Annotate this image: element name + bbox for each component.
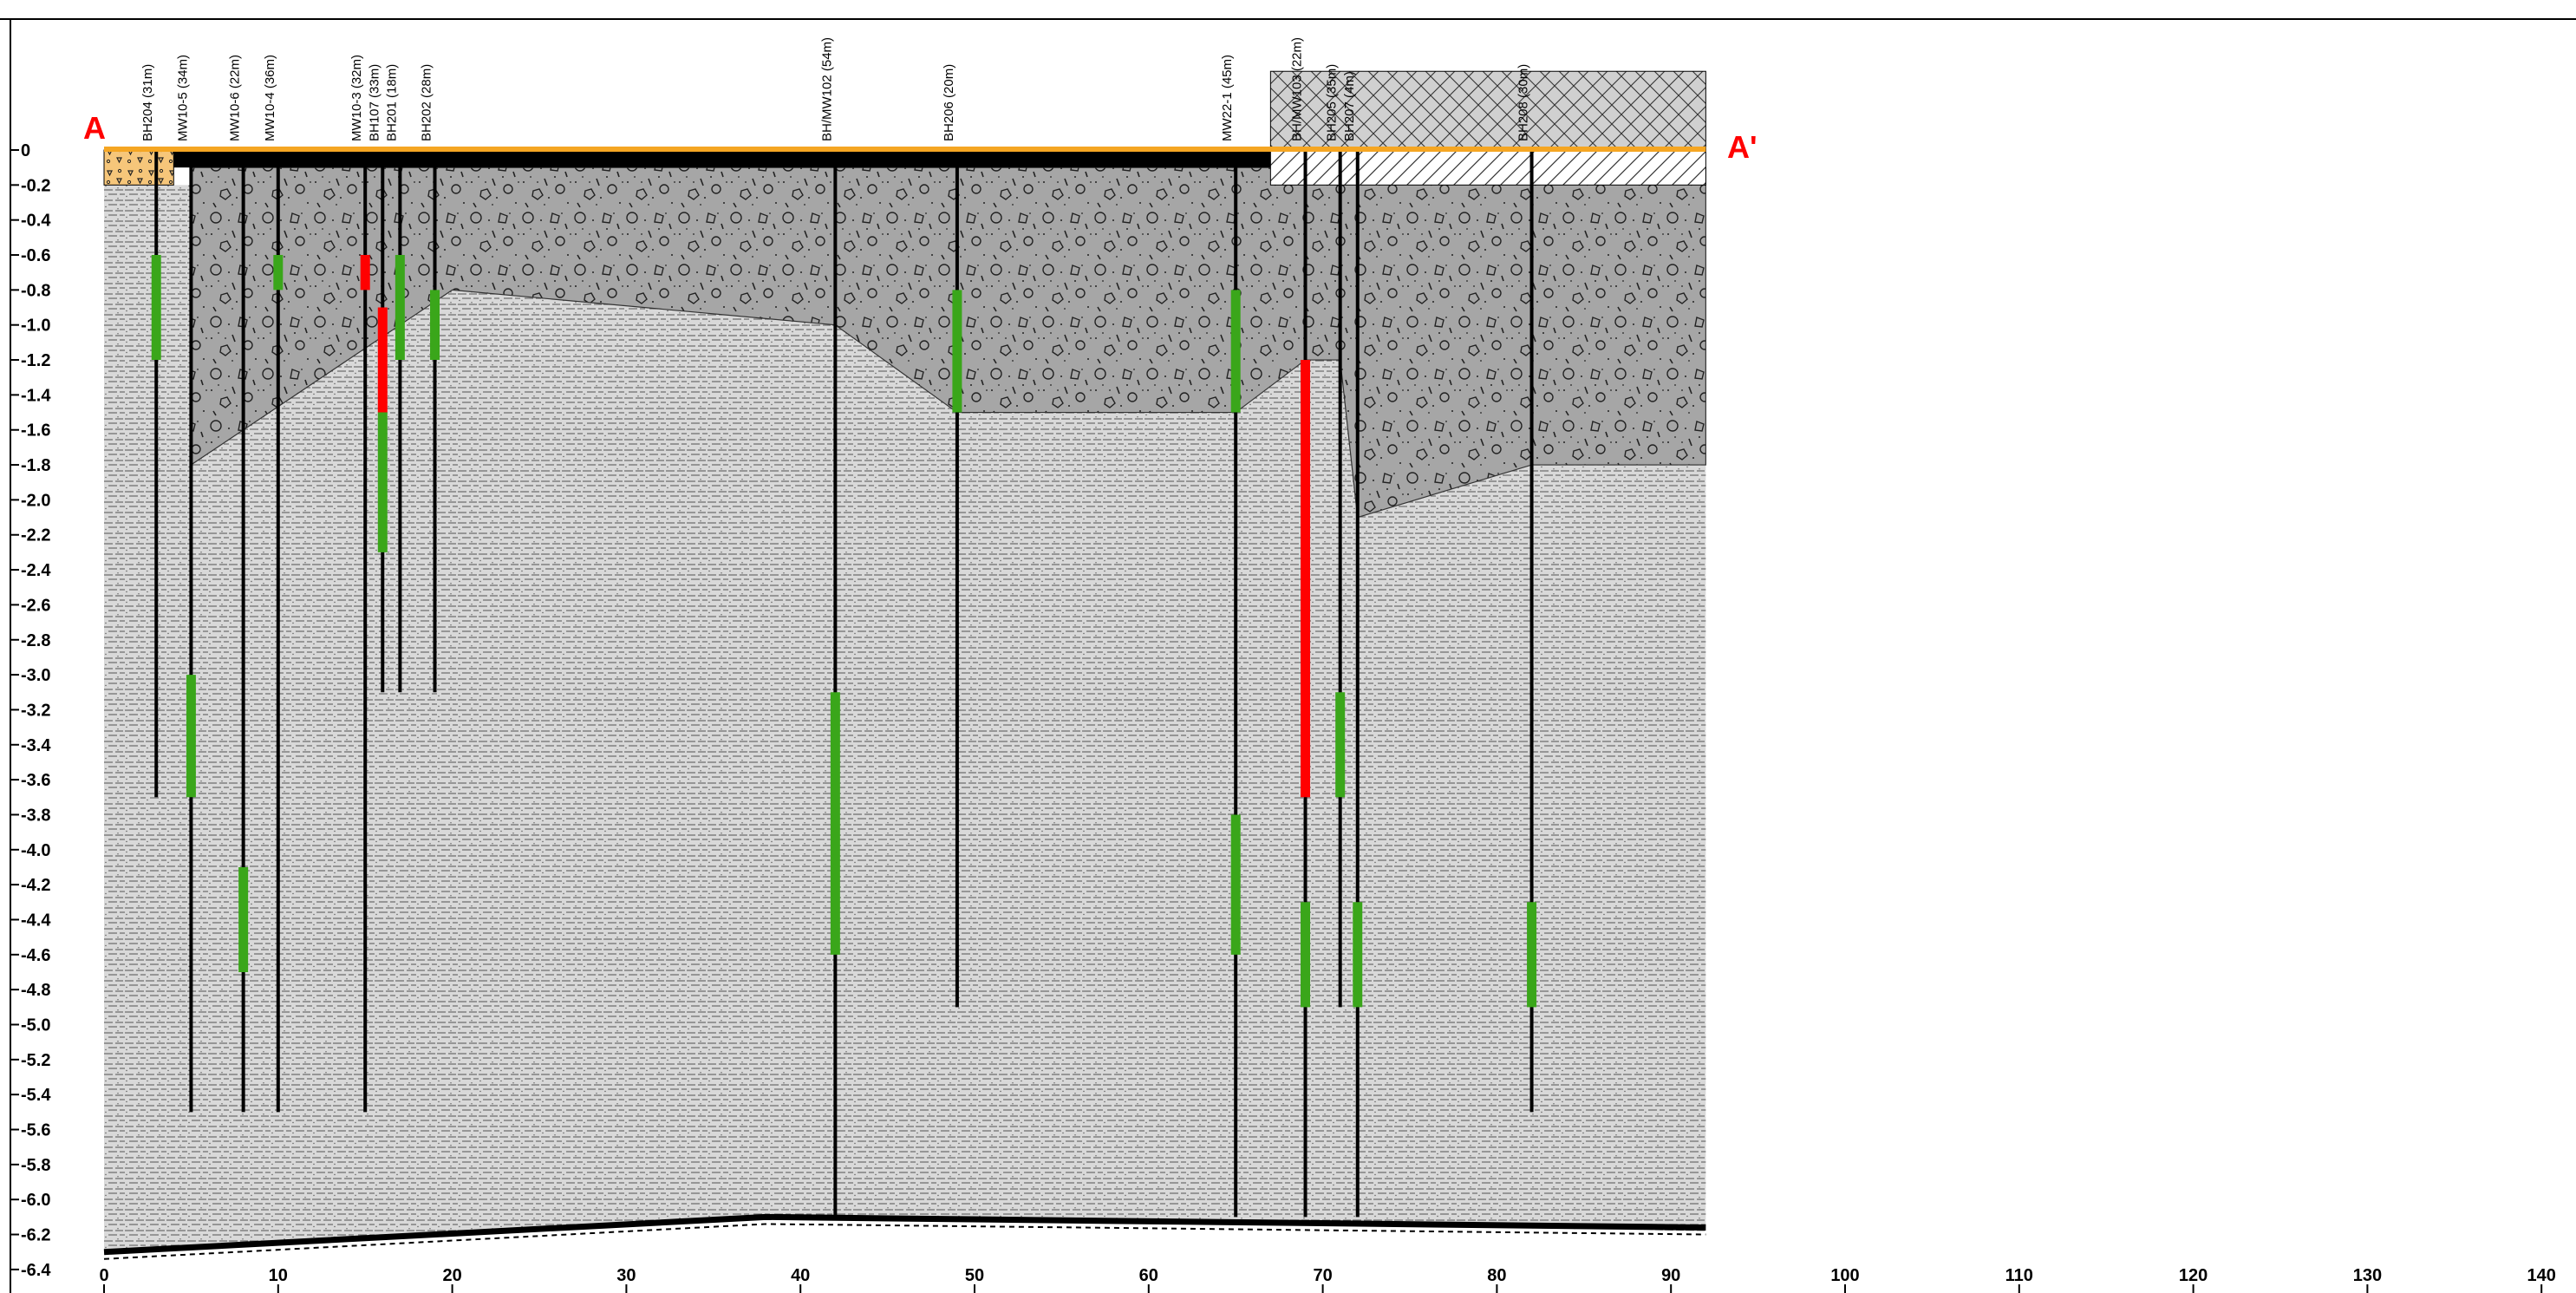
y-tick-label: -3.2 <box>21 701 50 720</box>
y-tick-label: -5.2 <box>21 1051 50 1070</box>
y-tick-label: -1.8 <box>21 456 50 475</box>
borehole-label: BH201 (18m) <box>384 64 399 141</box>
y-tick-label: -2.4 <box>21 561 51 580</box>
x-tick-label: 130 <box>2353 1266 2382 1285</box>
hatched-fill-layer <box>1270 150 1705 185</box>
y-tick-label: -0.8 <box>21 281 50 300</box>
y-tick-label: -4.8 <box>21 981 50 1000</box>
y-tick-label: -0.6 <box>21 246 50 265</box>
y-tick-label: -3.4 <box>21 736 51 755</box>
borehole-label: MW10-4 (36m) <box>263 55 277 141</box>
borehole-label: BH204 (31m) <box>140 64 155 141</box>
y-tick-label: -6.4 <box>21 1261 51 1280</box>
y-tick-label: -5.8 <box>21 1156 50 1175</box>
y-tick-label: -6.2 <box>21 1226 50 1245</box>
x-tick-label: 10 <box>269 1266 288 1285</box>
section-end-label: A' <box>1727 129 1758 165</box>
y-tick-label: -1.6 <box>21 421 50 441</box>
sand-gravel-layer <box>104 150 173 185</box>
borehole-label: MW10-6 (22m) <box>228 55 243 141</box>
y-tick-label: 0 <box>21 141 30 160</box>
section-start-label: A <box>83 110 106 146</box>
x-tick-label: 80 <box>1487 1266 1506 1285</box>
y-tick-label: -4.0 <box>21 841 50 860</box>
borehole-label: BH205 (35m) <box>1325 64 1340 141</box>
x-tick-label: 40 <box>791 1266 810 1285</box>
borehole-label: MW10-5 (34m) <box>175 55 190 141</box>
borehole-label: BH207 (4m) <box>1342 71 1357 141</box>
strata-layer <box>104 71 1705 1259</box>
x-tick-label: 90 <box>1661 1266 1680 1285</box>
y-tick-label: -4.4 <box>21 911 51 930</box>
borehole-label: BH202 (28m) <box>420 64 434 141</box>
borehole-label: BH206 (20m) <box>942 64 956 141</box>
asphalt-layer <box>173 150 1270 167</box>
x-tick-label: 100 <box>1830 1266 1859 1285</box>
x-tick-label: 120 <box>2179 1266 2208 1285</box>
x-tick-label: 70 <box>1313 1266 1332 1285</box>
y-tick-label: -5.6 <box>21 1121 50 1140</box>
borehole-label: BH107 (33m) <box>367 64 382 141</box>
y-tick-label: -0.4 <box>21 212 51 231</box>
x-tick-label: 20 <box>442 1266 461 1285</box>
y-tick-label: -0.2 <box>21 176 50 195</box>
x-tick-label: 0 <box>99 1266 108 1285</box>
y-tick-label: -5.0 <box>21 1016 50 1035</box>
x-tick-label: 30 <box>616 1266 636 1285</box>
x-tick-label: 110 <box>2005 1266 2033 1285</box>
x-tick-label: 60 <box>1139 1266 1158 1285</box>
x-tick-label: 50 <box>965 1266 984 1285</box>
y-tick-label: -2.0 <box>21 491 50 510</box>
y-tick-label: -3.8 <box>21 806 50 825</box>
y-tick-label: -2.6 <box>21 596 50 615</box>
borehole-label: BH/MW103 (22m) <box>1290 37 1305 141</box>
borehole-label: MW10-3 (32m) <box>349 55 364 141</box>
x-tick-label: 140 <box>2527 1266 2556 1285</box>
y-tick-label: -4.6 <box>21 946 50 965</box>
y-tick-label: -2.8 <box>21 631 50 650</box>
borehole-label: MW22-1 (45m) <box>1220 55 1235 141</box>
y-tick-label: -3.6 <box>21 771 50 790</box>
y-tick-label: -2.2 <box>21 526 50 545</box>
borehole-label: BH208 (30m) <box>1516 64 1531 141</box>
y-tick-label: -1.2 <box>21 351 50 370</box>
y-tick-label: -3.0 <box>21 666 50 685</box>
y-tick-label: -6.0 <box>21 1191 50 1210</box>
y-tick-label: -5.4 <box>21 1086 51 1105</box>
y-tick-label: -1.4 <box>21 386 51 405</box>
y-tick-label: -1.0 <box>21 317 50 336</box>
y-tick-label: -4.2 <box>21 876 50 895</box>
borehole-label: BH/MW102 (54m) <box>819 37 834 141</box>
